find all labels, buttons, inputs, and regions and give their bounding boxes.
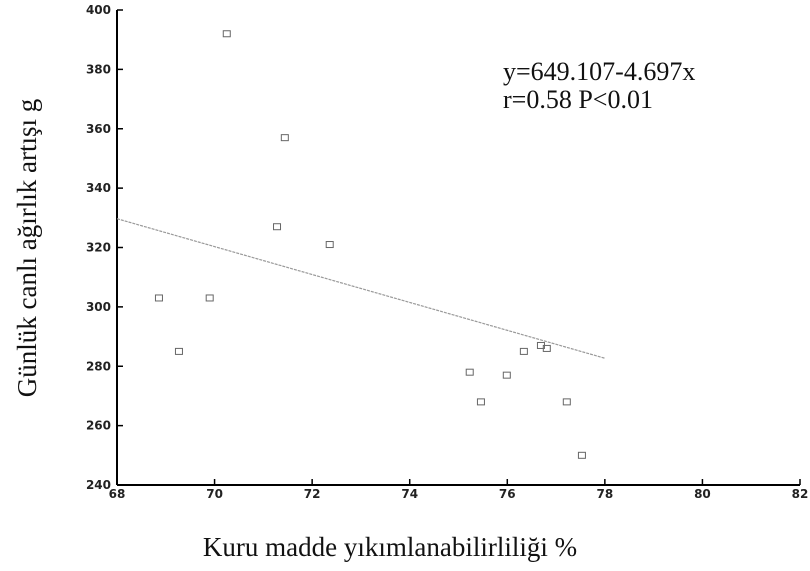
x-tick-label: 68: [109, 487, 126, 501]
annotation: r=0.58 P<0.01: [503, 85, 653, 114]
annotation: y=649.107-4.697x: [503, 57, 695, 86]
y-tick-label: 320: [86, 241, 111, 255]
y-tick-label: 260: [86, 419, 111, 433]
point: [174, 347, 183, 355]
point: [562, 398, 571, 406]
y-tick-label: 340: [86, 181, 111, 195]
point: [465, 368, 474, 376]
regression-line: [116, 218, 606, 359]
point: [280, 134, 289, 142]
y-tick-label: 360: [86, 122, 111, 136]
point: [154, 294, 163, 302]
point: [519, 347, 528, 355]
y-tick-label: 280: [86, 359, 111, 373]
y-tick-label: 380: [86, 62, 111, 76]
y-tick-label: 240: [86, 478, 111, 492]
point: [325, 241, 334, 249]
point: [476, 398, 485, 406]
point: [205, 294, 214, 302]
x-tick-label: 78: [597, 487, 614, 501]
x-tick-label: 74: [401, 487, 418, 501]
x-axis-label: Kuru madde yıkımlanabilirliliği %: [203, 532, 577, 562]
x-tick-label: 82: [792, 487, 809, 501]
point: [222, 30, 231, 38]
y-tick-label: 300: [86, 300, 111, 314]
point: [273, 223, 282, 231]
x-tick-label: 72: [304, 487, 321, 501]
x-tick-label: 76: [499, 487, 516, 501]
x-tick-label: 70: [206, 487, 223, 501]
x-tick-label: 80: [694, 487, 711, 501]
point: [577, 451, 586, 459]
point: [542, 344, 551, 352]
y-axis-label: Günlük canlı ağırlık artışı g: [12, 99, 42, 397]
point: [502, 371, 511, 379]
y-tick-label: 400: [86, 3, 111, 17]
